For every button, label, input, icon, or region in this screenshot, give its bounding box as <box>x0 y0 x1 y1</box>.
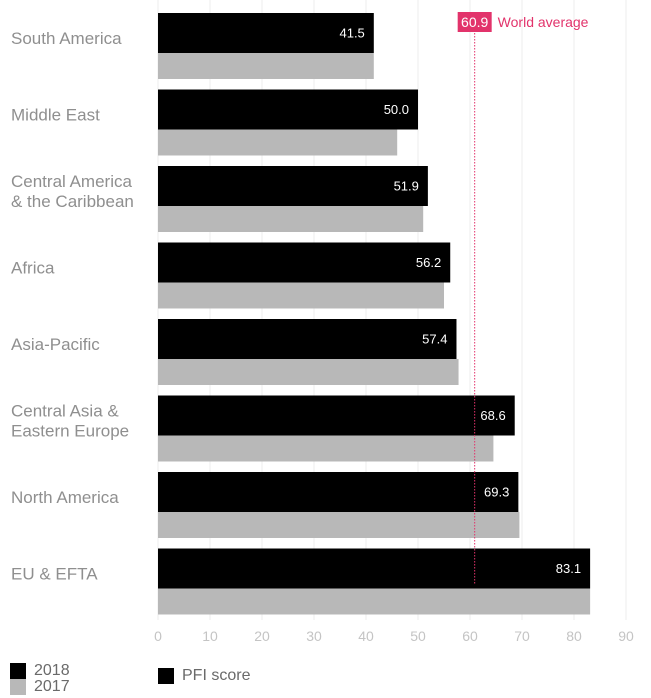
data-label-2018: 41.5 <box>339 26 364 41</box>
x-axis-ticks: 0 10 20 30 40 50 60 70 80 90 <box>154 628 634 644</box>
data-label-2018: 50.0 <box>384 102 409 117</box>
category-label: South America <box>11 29 122 48</box>
x-tick-label: 20 <box>254 628 270 644</box>
x-tick-label: 80 <box>566 628 582 644</box>
bars: 41.5 50.0 51.9 56.2 57.4 68.6 69.3 83.1 <box>158 13 591 615</box>
data-label-2018: 56.2 <box>416 255 441 270</box>
bar-2018 <box>158 319 457 359</box>
category-label-line: EU & EFTA <box>11 565 98 584</box>
x-tick-label: 60 <box>462 628 478 644</box>
category-label: Africa <box>11 259 55 278</box>
category-label-line: Asia-Pacific <box>11 335 100 354</box>
bar-2017 <box>158 53 374 79</box>
world-average-reference: 60.9 World average <box>457 12 589 584</box>
category-labels: South America Middle East Central America &… <box>11 29 134 584</box>
legend-swatch-measure <box>158 668 174 684</box>
data-label-2018: 57.4 <box>422 332 447 347</box>
bar-2018 <box>158 166 428 206</box>
bar-2018 <box>158 395 515 436</box>
world-average-value-box <box>457 12 492 32</box>
category-label-line: Eastern Europe <box>11 422 129 441</box>
legend-measure: PFI score <box>158 668 250 684</box>
bar-2018 <box>158 242 451 283</box>
category-label: Central Asia & Eastern Europe <box>11 402 129 441</box>
category-label-line: South America <box>11 29 122 48</box>
bar-2018 <box>158 89 418 130</box>
x-tick-label: 50 <box>410 628 426 644</box>
bar-2017 <box>158 282 444 309</box>
legend-label-measure: PFI score <box>182 667 251 684</box>
x-tick-label: 90 <box>618 628 634 644</box>
category-label-line: Central Asia & <box>11 402 119 421</box>
category-label-line: Africa <box>11 259 55 278</box>
category-label: North America <box>11 488 119 507</box>
legend-item-2018: 2018 <box>10 663 70 679</box>
category-label: Middle East <box>11 106 100 125</box>
bar-2017 <box>158 588 591 615</box>
x-tick-label: 40 <box>358 628 374 644</box>
bar-2017 <box>158 129 398 156</box>
legend-swatch-2017 <box>10 679 26 695</box>
data-label-2018: 83.1 <box>556 561 581 576</box>
legend-item-measure: PFI score <box>158 668 250 684</box>
x-tick-label: 70 <box>514 628 530 644</box>
legend-swatch-2018 <box>10 663 26 679</box>
bar-2018 <box>158 13 374 53</box>
legend-years: 2018 2017 <box>10 663 70 695</box>
x-tick-label: 0 <box>154 628 162 644</box>
data-label-2018: 69.3 <box>484 485 509 500</box>
data-label-2018: 68.6 <box>480 408 505 423</box>
category-label-line: North America <box>11 488 119 507</box>
bar-2017 <box>158 512 520 538</box>
bar-2017 <box>158 359 459 385</box>
world-average-value: 60.9 <box>461 14 488 30</box>
category-label: Central America & the Caribbean <box>11 172 134 211</box>
category-label-line: Central America <box>11 172 132 191</box>
category-label: Asia-Pacific <box>11 335 100 354</box>
data-label-2018: 51.9 <box>394 179 419 194</box>
category-label-line: Middle East <box>11 106 100 125</box>
x-tick-label: 10 <box>202 628 218 644</box>
bar-2017 <box>158 206 424 232</box>
category-label: EU & EFTA <box>11 565 98 584</box>
legend-item-2017: 2017 <box>10 679 70 695</box>
bar-2018 <box>158 472 519 512</box>
legend-label-2018: 2018 <box>34 662 70 679</box>
bar-2018 <box>158 548 591 589</box>
bar-2017 <box>158 435 494 462</box>
world-average-label: World average <box>498 14 589 30</box>
category-label-line: & the Caribbean <box>11 192 134 211</box>
legend-label-2017: 2017 <box>34 678 70 695</box>
x-tick-label: 30 <box>306 628 322 644</box>
